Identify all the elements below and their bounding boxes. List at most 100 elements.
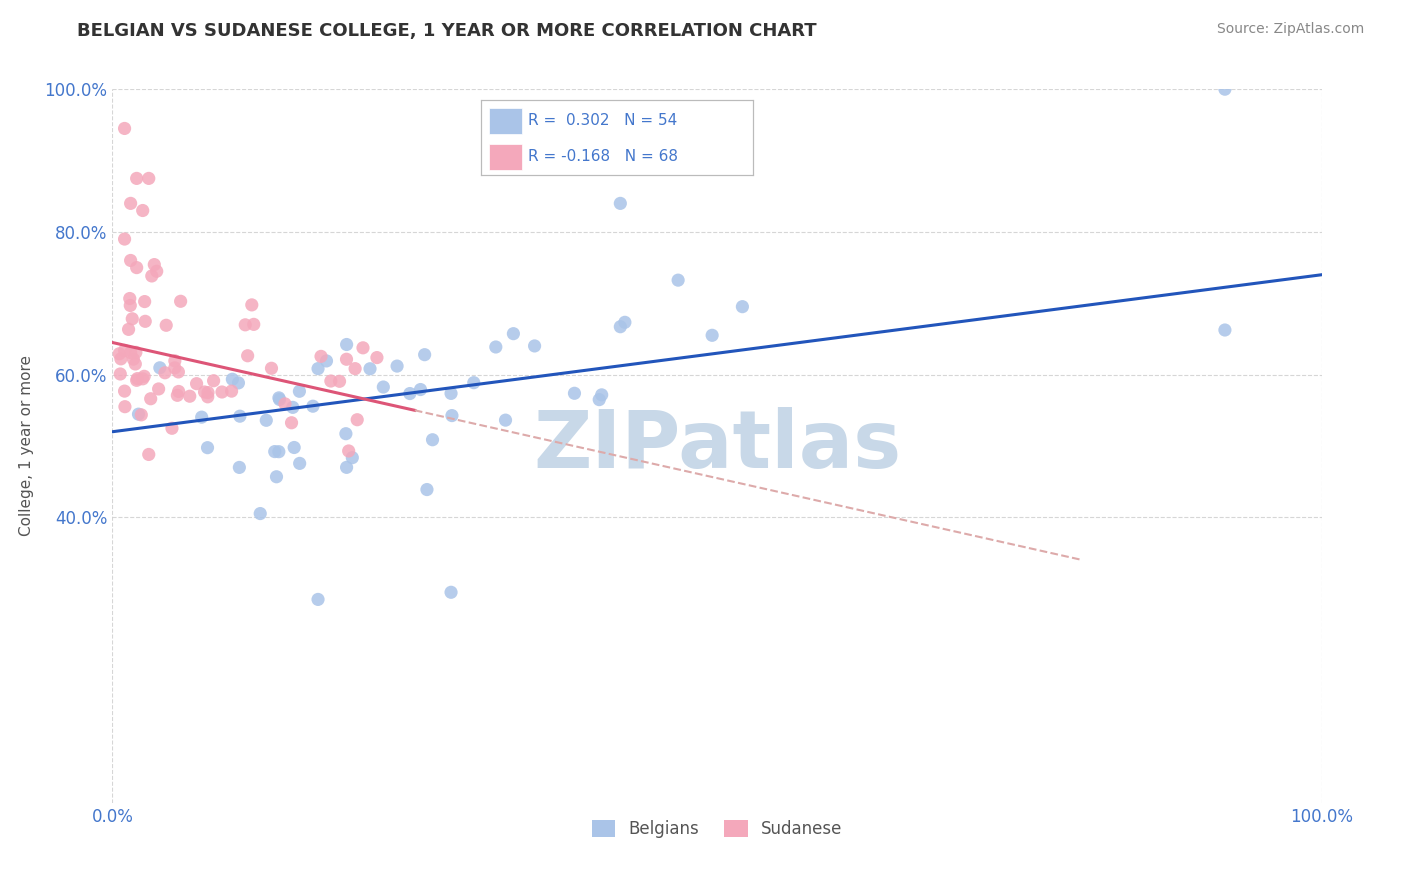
Point xyxy=(283,441,305,455)
Point xyxy=(609,196,631,211)
Point xyxy=(288,456,311,470)
Point xyxy=(1213,323,1236,337)
Point xyxy=(242,318,264,332)
Point xyxy=(125,373,148,387)
Point xyxy=(413,348,436,362)
Point xyxy=(124,357,146,371)
Point xyxy=(342,450,364,465)
Point xyxy=(190,410,212,425)
Point xyxy=(141,268,163,283)
Point xyxy=(266,469,288,483)
Point xyxy=(280,416,302,430)
Point xyxy=(666,273,689,287)
Point xyxy=(134,294,156,309)
Point xyxy=(110,367,132,381)
Point xyxy=(197,441,219,455)
Point xyxy=(591,388,613,402)
Point xyxy=(409,383,432,397)
Point xyxy=(440,386,463,401)
Point xyxy=(167,365,190,379)
Point xyxy=(186,376,208,391)
Point xyxy=(120,298,142,312)
Point xyxy=(319,374,342,388)
Point xyxy=(385,359,408,373)
Point xyxy=(613,315,636,329)
Point xyxy=(134,369,156,384)
Point xyxy=(564,386,586,401)
Text: BELGIAN VS SUDANESE COLLEGE, 1 YEAR OR MORE CORRELATION CHART: BELGIAN VS SUDANESE COLLEGE, 1 YEAR OR M… xyxy=(77,22,817,40)
Point xyxy=(202,374,225,388)
Point xyxy=(315,354,337,368)
Point xyxy=(352,341,374,355)
Point xyxy=(139,392,162,406)
Point xyxy=(344,361,367,376)
Legend: Belgians, Sudanese: Belgians, Sudanese xyxy=(585,813,849,845)
Point xyxy=(122,352,145,367)
Point xyxy=(588,392,610,407)
Point xyxy=(731,300,754,314)
Point xyxy=(120,253,142,268)
Point xyxy=(263,444,285,458)
Point xyxy=(127,407,149,421)
Point xyxy=(117,322,139,336)
Point xyxy=(260,361,283,376)
Point xyxy=(134,314,156,328)
Point xyxy=(328,374,350,388)
Point xyxy=(145,264,167,278)
Point xyxy=(114,384,136,398)
Point xyxy=(366,351,388,365)
Point xyxy=(153,366,176,380)
Point xyxy=(337,444,360,458)
Point xyxy=(148,382,170,396)
Point xyxy=(114,343,136,358)
Point xyxy=(440,585,463,599)
Point xyxy=(125,171,148,186)
Point xyxy=(236,349,259,363)
Point xyxy=(114,400,136,414)
Point xyxy=(132,372,155,386)
Point xyxy=(416,483,439,497)
Point xyxy=(108,347,131,361)
Point xyxy=(336,460,359,475)
Point xyxy=(155,318,177,333)
Point xyxy=(249,507,271,521)
Point xyxy=(127,371,149,385)
Point xyxy=(609,319,631,334)
Y-axis label: College, 1 year or more: College, 1 year or more xyxy=(18,356,34,536)
Point xyxy=(138,447,160,461)
Point xyxy=(495,413,517,427)
Point xyxy=(307,592,329,607)
Point xyxy=(463,376,485,390)
Point xyxy=(229,409,252,424)
Point xyxy=(307,361,329,376)
Point xyxy=(228,376,250,390)
Point xyxy=(335,426,357,441)
Point xyxy=(440,409,463,423)
Point xyxy=(274,397,297,411)
Point xyxy=(309,350,332,364)
Point xyxy=(211,384,233,399)
Point xyxy=(193,384,215,399)
Point xyxy=(228,460,250,475)
Point xyxy=(197,390,219,404)
Point xyxy=(523,339,546,353)
Point xyxy=(269,392,291,407)
Point xyxy=(399,386,422,401)
Point xyxy=(336,337,359,351)
Point xyxy=(179,389,201,403)
Point xyxy=(143,258,166,272)
Point xyxy=(267,444,290,458)
Text: ZIPatlas: ZIPatlas xyxy=(533,407,901,485)
Point xyxy=(132,203,155,218)
Point xyxy=(110,351,132,366)
Point xyxy=(114,232,136,246)
Point xyxy=(129,408,152,422)
Point xyxy=(163,354,186,368)
Point xyxy=(281,401,304,415)
Point xyxy=(702,328,724,343)
Point xyxy=(121,311,143,326)
Point xyxy=(138,171,160,186)
Point xyxy=(233,318,256,332)
Point xyxy=(197,385,219,400)
Point xyxy=(335,352,357,367)
